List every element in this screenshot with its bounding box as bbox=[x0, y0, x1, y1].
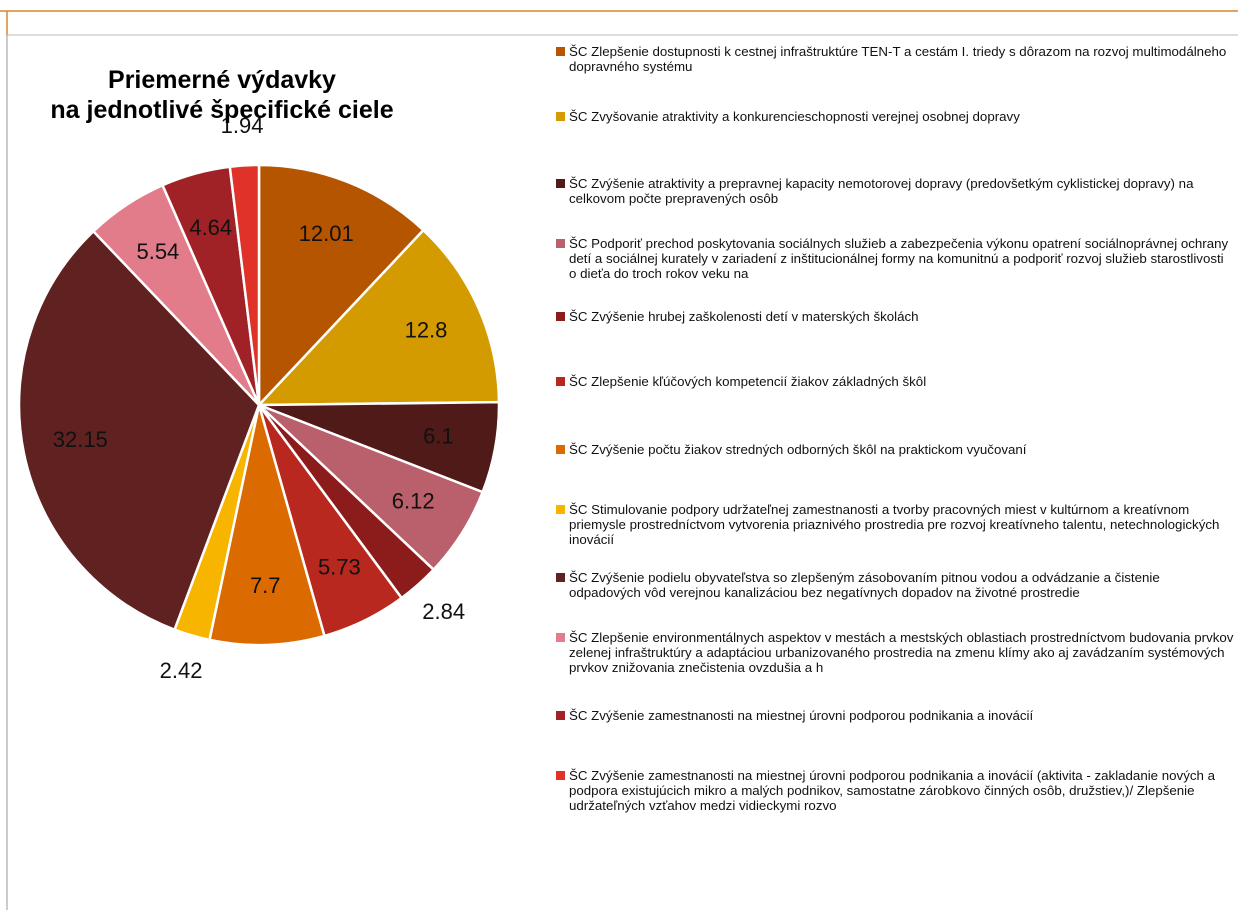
data-label: 5.73 bbox=[318, 555, 361, 580]
legend-label: ŠC Zvýšenie hrubej zaškolenosti detí v m… bbox=[569, 309, 919, 324]
chart-title: Priemerné výdavky bbox=[108, 66, 336, 94]
chart-title: na jednotlivé špecifické ciele bbox=[50, 96, 394, 124]
legend-item: ŠC Zvýšenie počtu žiakov stredných odbor… bbox=[556, 442, 1234, 457]
data-label: 6.1 bbox=[423, 423, 454, 448]
legend-swatch bbox=[556, 112, 565, 121]
legend-swatch bbox=[556, 573, 565, 582]
data-label: 4.64 bbox=[189, 215, 232, 240]
legend-swatch bbox=[556, 505, 565, 514]
legend-swatch bbox=[556, 445, 565, 454]
legend-label: ŠC Zlepšenie kľúčových kompetencií žiako… bbox=[569, 374, 927, 389]
legend-item: ŠC Zlepšenie environmentálnych aspektov … bbox=[556, 630, 1234, 675]
legend-label: ŠC Zvýšenie zamestnanosti na miestnej úr… bbox=[569, 708, 1034, 723]
data-label: 1.94 bbox=[221, 113, 264, 138]
legend-label: ŠC Zvýšenie atraktivity a prepravnej kap… bbox=[569, 176, 1194, 206]
legend-swatch bbox=[556, 47, 565, 56]
data-label: 2.84 bbox=[422, 599, 465, 624]
legend-label: ŠC Zvýšenie zamestnanosti na miestnej úr… bbox=[569, 768, 1215, 813]
legend-label: ŠC Zlepšenie dostupnosti k cestnej infra… bbox=[569, 44, 1227, 74]
data-label: 32.15 bbox=[53, 427, 108, 452]
legend-swatch bbox=[556, 179, 565, 188]
legend-label: ŠC Zvýšenie podielu obyvateľstva so zlep… bbox=[569, 570, 1160, 600]
pie: 12.01 12.8 6.1 6.12 2.84 5.73 7.7 2.42 32.15 5.54… bbox=[17, 113, 501, 683]
legend-swatch bbox=[556, 711, 565, 720]
legend-item: ŠC Stimulovanie podpory udržateľnej zame… bbox=[556, 502, 1234, 547]
legend-swatch bbox=[556, 633, 565, 642]
pie-slice bbox=[17, 229, 261, 632]
legend-label: ŠC Podporiť prechod poskytovania sociáln… bbox=[569, 236, 1229, 281]
legend-swatch bbox=[556, 239, 565, 248]
data-label: 12.8 bbox=[405, 317, 448, 342]
legend-swatch bbox=[556, 377, 565, 386]
data-label: 5.54 bbox=[136, 239, 179, 264]
data-label: 6.12 bbox=[392, 488, 435, 513]
legend-item: ŠC Zvýšenie zamestnanosti na miestnej úr… bbox=[556, 708, 1234, 723]
pie-slice bbox=[256, 228, 501, 407]
data-label: 12.01 bbox=[299, 221, 354, 246]
legend-item: ŠC Zlepšenie dostupnosti k cestnej infra… bbox=[556, 44, 1234, 74]
legend-swatch bbox=[556, 312, 565, 321]
legend-item: ŠC Zvýšenie atraktivity a prepravnej kap… bbox=[556, 176, 1234, 206]
legend-label: ŠC Zvýšenie počtu žiakov stredných odbor… bbox=[569, 442, 1027, 457]
legend-item: ŠC Zvýšenie podielu obyvateľstva so zlep… bbox=[556, 570, 1234, 600]
data-label: 7.7 bbox=[250, 573, 281, 598]
legend-label: ŠC Zvyšovanie atraktivity a konkurencies… bbox=[569, 109, 1020, 124]
legend-item: ŠC Zvyšovanie atraktivity a konkurencies… bbox=[556, 109, 1234, 124]
pie-slice bbox=[257, 163, 426, 409]
legend-item: ŠC Zvýšenie zamestnanosti na miestnej úr… bbox=[556, 768, 1234, 813]
pie-slice bbox=[228, 163, 261, 406]
legend-label: ŠC Stimulovanie podpory udržateľnej zame… bbox=[569, 502, 1220, 547]
legend-item: ŠC Zlepšenie kľúčových kompetencií žiako… bbox=[556, 374, 1234, 389]
legend-item: ŠC Podporiť prechod poskytovania sociáln… bbox=[556, 236, 1234, 281]
data-label: 2.42 bbox=[160, 658, 203, 683]
pie-slice bbox=[208, 404, 326, 647]
legend-swatch bbox=[556, 771, 565, 780]
legend-item: ŠC Zvýšenie hrubej zaškolenosti detí v m… bbox=[556, 309, 1234, 324]
legend-label: ŠC Zlepšenie environmentálnych aspektov … bbox=[569, 630, 1234, 675]
